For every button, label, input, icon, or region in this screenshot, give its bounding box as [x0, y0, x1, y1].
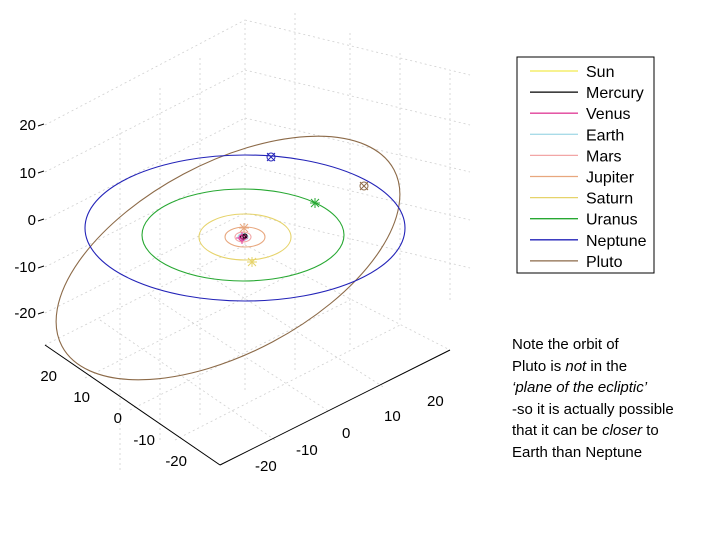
legend-label-sun: Sun [586, 64, 614, 81]
orbits [55, 135, 406, 381]
note-line: -so it is actually possible [512, 399, 712, 421]
grid-line [44, 19, 246, 126]
y-tick-label: -20 [165, 453, 187, 470]
grid-line [244, 164, 471, 221]
z-tick-marks [37, 123, 45, 315]
orbit-mars [234, 231, 252, 243]
axes-grid [44, 10, 471, 470]
marker-neptune [266, 152, 276, 162]
legend-box [516, 56, 655, 274]
x-tick-label: -10 [296, 442, 318, 459]
note-text: that it can be [512, 422, 603, 439]
x-tick-label: 10 [384, 408, 401, 425]
z-tick-label: 10 [19, 165, 36, 182]
legend-label-saturn: Saturn [586, 191, 633, 208]
note-line: that it can be closer to [512, 420, 712, 442]
note-line: ‘plane of the ecliptic’ [512, 377, 712, 399]
y-tick-label: -10 [133, 432, 155, 449]
orbit-uranus [141, 188, 345, 282]
marker-pluto [359, 181, 369, 191]
legend-label-pluto: Pluto [586, 254, 623, 271]
z-tick-label: -20 [14, 305, 36, 322]
x-tick-labels: -20 -10 0 10 20 [255, 393, 444, 475]
z-tick-label: -10 [14, 259, 36, 276]
marker-saturn [247, 257, 257, 267]
axis-x-line [219, 349, 451, 466]
y-tick-label: 0 [114, 410, 122, 427]
note-line: Note the orbit of [512, 334, 712, 356]
note-text: -so it is actually possible [512, 400, 674, 418]
grid-line [44, 164, 246, 268]
note-text: in the [586, 357, 628, 375]
grid-line [244, 19, 471, 76]
grid-line [244, 212, 471, 269]
orbit-neptune [84, 154, 406, 302]
legend-label-mercury: Mercury [586, 85, 644, 102]
legend: Sun Mercury Venus Earth Mars Jupiter Saturn Ura… [516, 56, 655, 274]
grid-line [44, 212, 246, 314]
y-tick-labels: 20 10 0 -10 -20 [40, 368, 187, 470]
grid-line [129, 299, 351, 411]
grid-line [244, 69, 471, 126]
x-tick-label: 0 [342, 425, 350, 442]
planet-markers [236, 152, 369, 267]
annotation-note: Note the orbit of Pluto is not in the ‘pla… [512, 334, 712, 463]
grid-line [44, 117, 246, 221]
y-tick-label: 20 [40, 368, 57, 385]
axis-y-line [44, 344, 221, 466]
legend-label-venus: Venus [586, 106, 630, 123]
note-line: Pluto is not in the [512, 356, 712, 378]
grid-line [174, 324, 401, 441]
legend-label-mars: Mars [586, 148, 622, 165]
legend-label-jupiter: Jupiter [586, 170, 635, 187]
z-tick-label: 20 [19, 117, 36, 134]
grid-line [44, 244, 246, 346]
y-tick-label: 10 [73, 389, 90, 406]
grid-line [244, 244, 451, 351]
note-line: Earth than Neptune [512, 442, 712, 464]
note-emphasis: closer [602, 422, 643, 439]
grid-line [244, 117, 471, 173]
marker-sun [242, 233, 248, 239]
z-tick-label: 0 [28, 212, 36, 229]
note-text: Pluto is [512, 357, 566, 375]
x-tick-label: -20 [255, 458, 277, 475]
grid-line [149, 294, 331, 413]
grid-line [99, 319, 276, 441]
note-text: Note the orbit of [512, 336, 619, 353]
note-text: to [642, 422, 659, 439]
orbit-pluto [55, 135, 401, 381]
marker-uranus [310, 198, 320, 208]
axes-box [44, 344, 451, 466]
grid-line [84, 269, 301, 379]
note-emphasis: not [565, 357, 587, 375]
z-tick-labels: 20 10 0 -10 -20 [14, 117, 36, 322]
legend-label-neptune: Neptune [586, 233, 647, 250]
orbit-saturn [198, 213, 292, 261]
x-tick-label: 20 [427, 393, 444, 410]
legend-label-earth: Earth [586, 127, 624, 144]
note-text: Earth than Neptune [512, 443, 643, 461]
grid-line [199, 269, 386, 389]
marker-jupiter [239, 223, 249, 233]
note-emphasis: ‘plane of the ecliptic’ [512, 379, 648, 396]
legend-label-uranus: Uranus [586, 212, 638, 229]
